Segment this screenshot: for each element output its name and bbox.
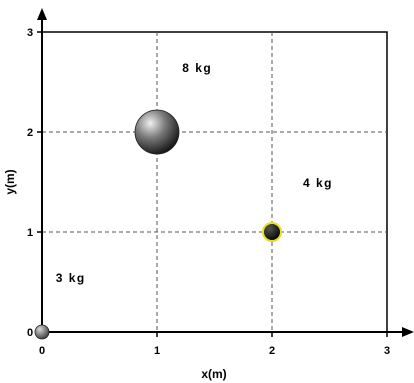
y-tick-label-2: 2 bbox=[27, 127, 33, 139]
y-tick-label-1: 1 bbox=[27, 227, 33, 239]
mass-label-4kg: 4 kg bbox=[303, 176, 333, 190]
labels-layer: 3 kg 8 kg 4 kg bbox=[56, 61, 333, 285]
y-axis-arrow bbox=[37, 8, 47, 20]
x-tick-label-0: 0 bbox=[39, 345, 45, 357]
x-tick-label-3: 3 bbox=[384, 345, 390, 357]
y-axis-label: y(m) bbox=[3, 169, 17, 194]
mass-label-3kg: 3 kg bbox=[56, 271, 86, 285]
mass-label-8kg: 8 kg bbox=[182, 61, 212, 75]
mass-point-4kg bbox=[262, 222, 282, 242]
mass-point-3kg bbox=[34, 324, 50, 340]
y-tick-label-3: 3 bbox=[27, 27, 33, 39]
points-layer bbox=[34, 109, 282, 340]
x-axis-arrow bbox=[402, 327, 414, 337]
mass-point-8kg bbox=[134, 109, 180, 155]
x-tick-label-1: 1 bbox=[154, 345, 160, 357]
y-tick-label-0: 0 bbox=[27, 327, 33, 339]
plot-frame bbox=[41, 31, 388, 333]
gridlines bbox=[42, 32, 387, 332]
x-tick-label-2: 2 bbox=[269, 345, 275, 357]
x-axis-label: x(m) bbox=[201, 367, 226, 381]
